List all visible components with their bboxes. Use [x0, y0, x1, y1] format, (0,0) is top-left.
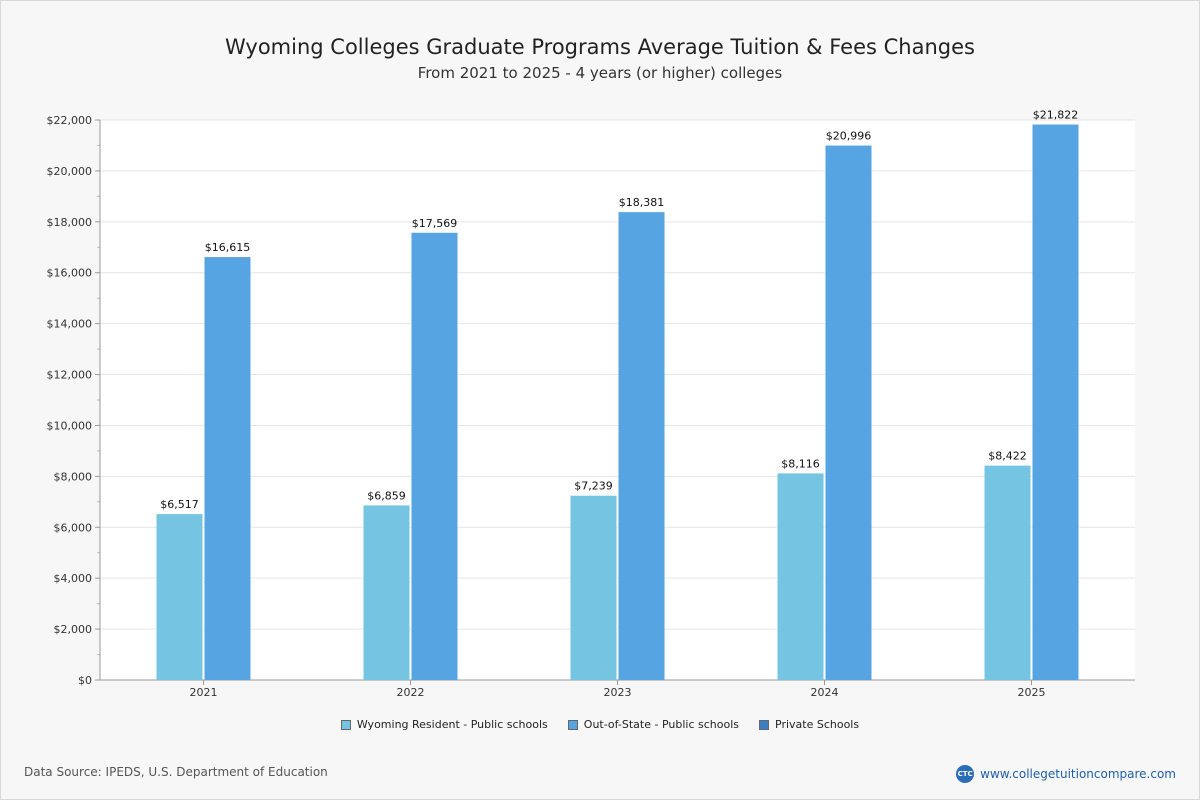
y-tick-label: $2,000: [54, 623, 93, 636]
legend-label-out-of-state: Out-of-State - Public schools: [583, 718, 739, 731]
plot-area: [100, 120, 1135, 680]
y-tick-label: $4,000: [54, 572, 93, 585]
bar: [1032, 124, 1079, 681]
x-tick-label: 2024: [811, 686, 839, 699]
x-tick-label: 2021: [190, 686, 218, 699]
y-tick-label: $22,000: [47, 114, 93, 127]
bar: [570, 495, 617, 680]
bar: [984, 465, 1031, 680]
x-tick-label: 2025: [1018, 686, 1046, 699]
legend-item-resident[interactable]: Wyoming Resident - Public schools: [340, 718, 548, 731]
brand-logo-icon: CTC: [956, 765, 975, 783]
bar: [411, 232, 458, 680]
brand-link[interactable]: CTC www.collegetuitioncompare.com: [956, 765, 1176, 783]
chart-legend: Wyoming Resident - Public schools Out-of…: [0, 718, 1200, 731]
data-source-note: Data Source: IPEDS, U.S. Department of E…: [24, 765, 328, 779]
legend-label-resident: Wyoming Resident - Public schools: [356, 718, 548, 731]
bar: [618, 212, 665, 680]
data-label: $21,822: [1033, 109, 1079, 122]
bar: [156, 514, 203, 680]
y-tick-label: $18,000: [47, 216, 93, 229]
y-tick-label: $8,000: [54, 470, 93, 483]
x-tick-label: 2022: [397, 686, 425, 699]
data-label: $16,615: [205, 241, 251, 254]
legend-swatch-out-of-state: [567, 719, 578, 730]
y-tick-label: $14,000: [47, 318, 93, 331]
data-label: $17,569: [412, 217, 458, 230]
data-label: $8,116: [781, 457, 820, 470]
brand-url: www.collegetuitioncompare.com: [980, 767, 1176, 781]
legend-label-private: Private Schools: [775, 718, 860, 731]
legend-swatch-resident: [340, 719, 351, 730]
bar: [363, 505, 410, 680]
data-label: $18,381: [619, 196, 665, 209]
bar: [777, 473, 824, 680]
y-tick-label: $0: [78, 674, 92, 687]
y-tick-label: $10,000: [47, 419, 93, 432]
legend-item-out-of-state[interactable]: Out-of-State - Public schools: [567, 718, 739, 731]
legend-item-private[interactable]: Private Schools: [759, 718, 859, 731]
legend-swatch-private: [759, 719, 769, 730]
y-tick-label: $12,000: [47, 369, 93, 382]
data-label: $6,859: [367, 489, 406, 502]
x-tick-label: 2023: [604, 686, 632, 699]
data-label: $20,996: [826, 130, 872, 143]
y-tick-label: $6,000: [54, 521, 93, 534]
chart-title: Wyoming Colleges Graduate Programs Avera…: [225, 35, 975, 59]
chart-subtitle: From 2021 to 2025 - 4 years (or higher) …: [417, 64, 783, 82]
data-label: $7,239: [574, 480, 613, 493]
data-label: $8,422: [988, 450, 1027, 463]
y-tick-label: $20,000: [47, 165, 93, 178]
data-label: $6,517: [160, 498, 199, 511]
bar: [204, 257, 251, 680]
y-tick-label: $16,000: [47, 267, 93, 280]
bar: [825, 145, 872, 680]
